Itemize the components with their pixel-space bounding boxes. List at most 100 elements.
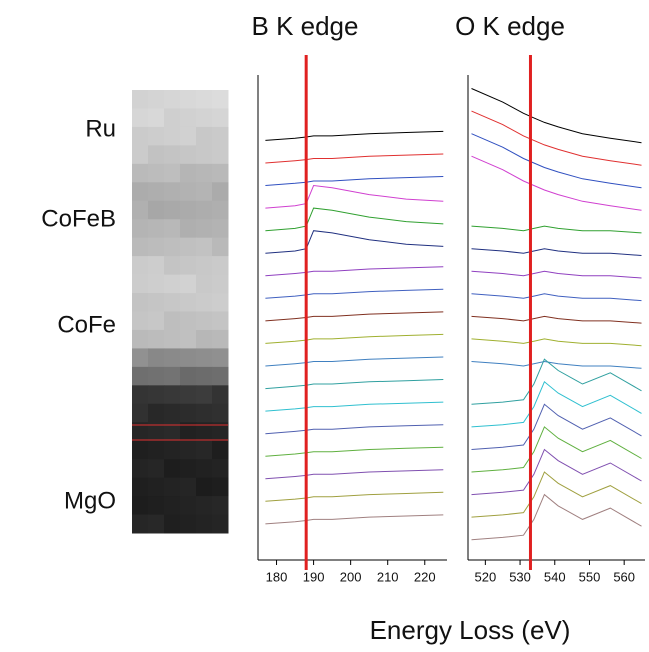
pixel [132, 403, 149, 423]
pixel [196, 348, 213, 368]
spectrum-line [265, 446, 444, 457]
pixel [196, 477, 213, 497]
pixel [180, 274, 197, 294]
pixel [148, 311, 165, 331]
pixel [148, 477, 165, 497]
pixel [180, 256, 197, 276]
pixel [164, 366, 181, 386]
x-tick-label: 190 [303, 569, 325, 584]
spectrum-line [265, 266, 444, 277]
pixel [148, 256, 165, 276]
pixel [148, 145, 165, 165]
pixel [164, 200, 181, 220]
pixel [148, 200, 165, 220]
spectrum-line [265, 230, 444, 254]
pixel [196, 385, 213, 405]
pixel [212, 237, 229, 257]
x-tick-label: 560 [613, 569, 635, 584]
pixel [196, 200, 213, 220]
pixel [132, 274, 149, 294]
pixel [148, 422, 165, 442]
pixel [212, 477, 229, 497]
pixel [148, 182, 165, 202]
pixel [196, 237, 213, 257]
pixel [212, 219, 229, 239]
pixel [164, 126, 181, 146]
pixel [132, 126, 149, 146]
layer-label: Ru [85, 115, 116, 142]
pixel [180, 200, 197, 220]
pixel [180, 348, 197, 368]
pixel [180, 219, 197, 239]
pixel [164, 108, 181, 128]
pixel [132, 366, 149, 386]
pixel [132, 219, 149, 239]
pixel [180, 126, 197, 146]
pixel [164, 182, 181, 202]
pixel [148, 496, 165, 516]
pixel [180, 477, 197, 497]
pixel [164, 477, 181, 497]
pixel [164, 514, 181, 534]
spectrum-line [265, 356, 444, 367]
pixel [212, 256, 229, 276]
pixel [132, 385, 149, 405]
spectrum-line [265, 401, 444, 412]
pixel [212, 385, 229, 405]
x-tick-label: 220 [414, 569, 436, 584]
spectrum-line [265, 333, 444, 344]
pixel [180, 293, 197, 312]
pixel [164, 385, 181, 405]
pixel [196, 108, 213, 128]
pixel [132, 311, 149, 331]
layer-label: CoFeB [41, 205, 116, 232]
spectrum-line [471, 248, 642, 256]
pixel [132, 200, 149, 220]
pixel [148, 348, 165, 368]
pixel [164, 293, 181, 312]
pixel [180, 366, 197, 386]
pixel [132, 237, 149, 257]
pixel [180, 182, 197, 202]
pixel [148, 90, 165, 109]
pixel [212, 459, 229, 479]
pixel [132, 514, 149, 534]
pixel [164, 274, 181, 294]
pixel [196, 440, 213, 460]
spectrum-line [265, 514, 444, 525]
spectrum-line [471, 380, 642, 428]
pixel [196, 90, 213, 109]
pixel [196, 145, 213, 165]
pixel [196, 459, 213, 479]
pixel [132, 329, 149, 349]
pixel [196, 256, 213, 276]
pixel [164, 329, 181, 349]
pixel [180, 329, 197, 349]
pixel [180, 145, 197, 165]
pixel [164, 163, 181, 183]
spectrum-line [265, 311, 444, 322]
pixel [196, 274, 213, 294]
spectrum-line [471, 358, 642, 405]
spectrum-line [471, 110, 642, 166]
pixel [164, 496, 181, 516]
pixel [132, 440, 149, 460]
pixel [148, 126, 165, 146]
spectrum-line [471, 471, 642, 518]
pixel [196, 496, 213, 516]
x-tick-label: 550 [579, 569, 601, 584]
pixel [164, 403, 181, 423]
pixel [212, 366, 229, 386]
pixel [180, 440, 197, 460]
spectrum-line [471, 426, 642, 473]
pixel [164, 237, 181, 257]
pixel [132, 348, 149, 368]
spectrum-line [265, 184, 444, 209]
pixel [180, 403, 197, 423]
pixel [164, 422, 181, 442]
pixel [180, 422, 197, 442]
pixel [212, 403, 229, 423]
pixel [164, 348, 181, 368]
spectrum-line [471, 315, 642, 324]
